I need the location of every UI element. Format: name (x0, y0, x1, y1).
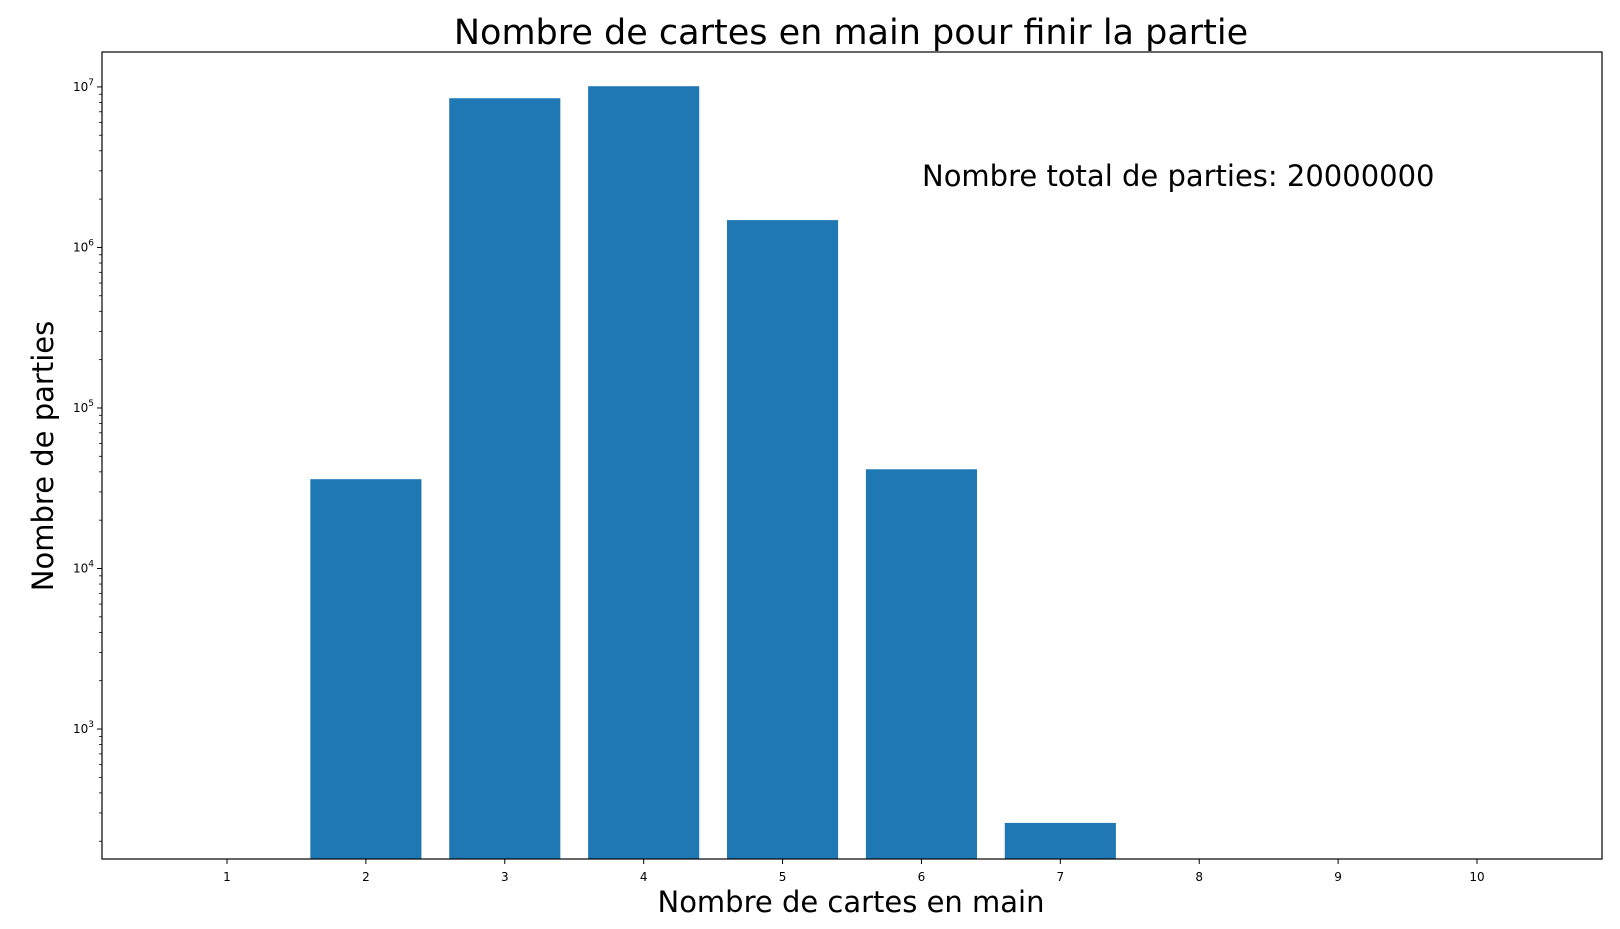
y-tick-label-7: 107 (73, 78, 94, 94)
x-ticks-group: 1 2 3 4 5 6 7 8 9 10 (223, 859, 1485, 884)
y-ticks-group: 103 104 105 106 107 (73, 78, 102, 842)
bar-5 (727, 220, 839, 860)
bars-group (310, 86, 1116, 860)
y-tick-label-5: 105 (73, 399, 94, 415)
x-tick-label-6: 6 (918, 870, 926, 884)
total-games-annotation: Nombre total de parties: 20000000 (922, 159, 1435, 193)
x-tick-label-10: 10 (1469, 870, 1484, 884)
y-tick-label-3: 103 (73, 720, 94, 736)
bar-3 (449, 98, 561, 860)
x-axis-label: Nombre de cartes en main (658, 885, 1045, 919)
x-tick-label-8: 8 (1195, 870, 1203, 884)
bar-4 (588, 86, 700, 860)
y-tick-label-6: 106 (73, 238, 94, 254)
x-tick-label-1: 1 (223, 870, 231, 884)
x-tick-label-9: 9 (1334, 870, 1342, 884)
plot-area-frame (101, 51, 1603, 860)
y-tick-label-4: 104 (73, 559, 94, 575)
bar-6 (865, 469, 977, 859)
chart-title: Nombre de cartes en main pour finir la p… (454, 13, 1248, 53)
x-tick-label-5: 5 (779, 870, 787, 884)
y-axis-label: Nombre de parties (26, 321, 60, 591)
x-tick-label-2: 2 (362, 870, 370, 884)
x-tick-label-3: 3 (501, 870, 509, 884)
x-tick-label-4: 4 (640, 870, 648, 884)
bar-7 (1004, 822, 1116, 859)
bar-2 (310, 479, 422, 859)
x-tick-label-7: 7 (1057, 870, 1065, 884)
